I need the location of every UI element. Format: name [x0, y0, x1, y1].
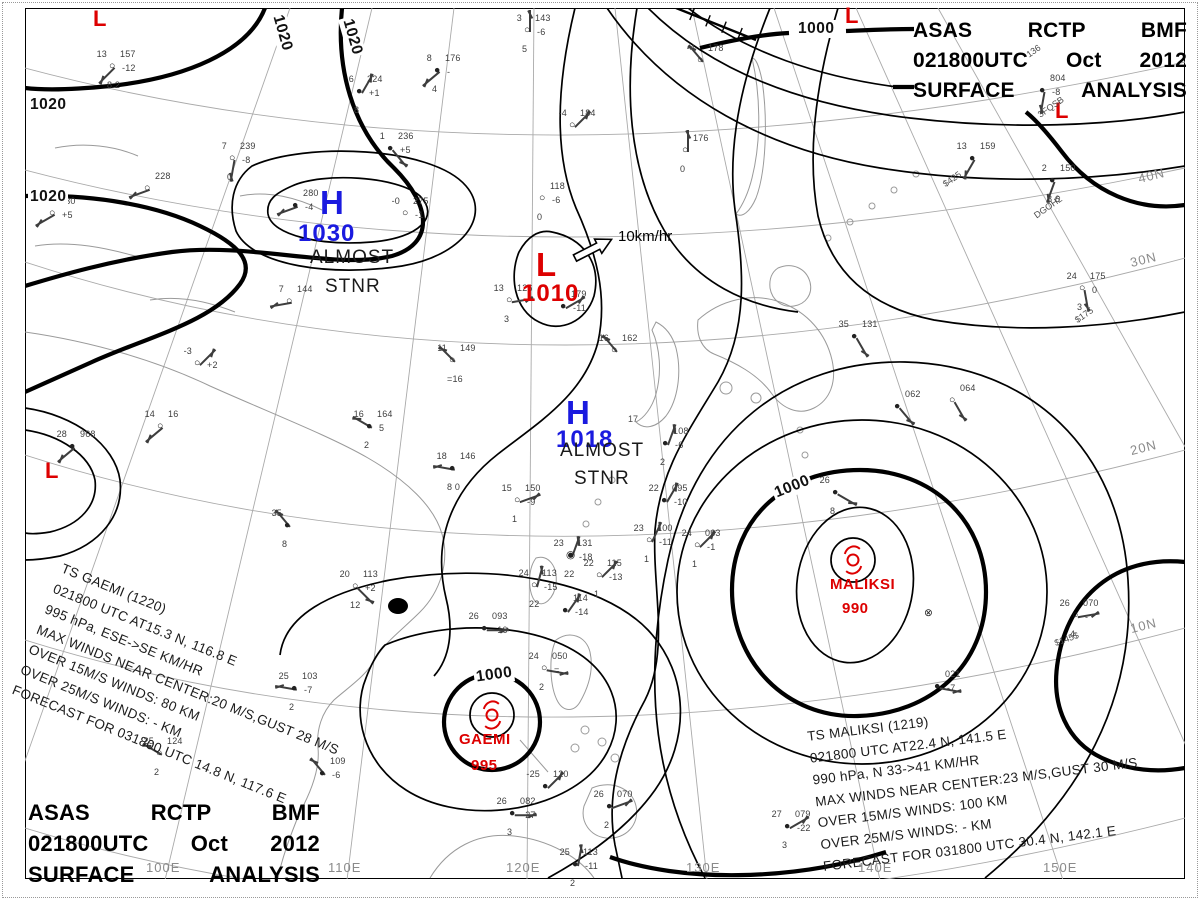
storm-name-label: MALIKSI [830, 576, 896, 593]
station-annotation: 17 [628, 414, 639, 424]
low-pressure-L-marker: L [93, 6, 107, 31]
longitude-label: 140E [858, 860, 893, 875]
station-annotation: $425 [940, 169, 964, 189]
longitude-label: 150E [1043, 860, 1078, 875]
storm-name-label: GAEMI [459, 731, 511, 748]
latitude-label: 30N [1128, 248, 1159, 271]
low-pressure-L-marker: L [45, 458, 59, 483]
low-center-letter: L [536, 246, 557, 283]
title-top-right: ASAS RCTP BMF 021800UTC Oct 2012 SURFACE… [913, 16, 1187, 105]
isobar-value-label: 1000 [796, 20, 837, 38]
title-line: SURFACE ANALYSIS [913, 78, 1187, 102]
tropical-storm-icon [482, 700, 502, 730]
graticule [25, 8, 1185, 879]
longitude-label: 100E [146, 860, 181, 875]
map-frame [25, 8, 1185, 879]
almost-stnr-label: ALMOST [560, 440, 645, 461]
high-center-letter: H [320, 184, 344, 221]
coastlines [25, 57, 920, 879]
storm-pressure-label: 990 [842, 600, 869, 617]
almost-stnr-label: STNR [574, 468, 630, 489]
longitude-label: 130E [686, 860, 721, 875]
almost-stnr-label: STNR [325, 276, 381, 297]
latitude-label: 20N [1128, 436, 1159, 459]
latitude-label: 10N [1128, 614, 1159, 637]
title-line: ASAS RCTP BMF [28, 800, 320, 825]
isobar-value-label: 1020 [268, 11, 297, 55]
title-line: 021800UTC Oct 2012 [913, 48, 1187, 72]
isobar-value-label: 1020 [28, 96, 69, 114]
high-center-letter: H [566, 394, 590, 431]
title-line: ASAS RCTP BMF [913, 19, 1187, 42]
storm-motion-speed-label: 10km/hr [618, 228, 673, 245]
station-annotation: DGOH2 [1032, 193, 1064, 221]
motion-arrow-icon [572, 238, 614, 263]
longitude-label: 110E [328, 860, 362, 875]
tropical-storm-icon [843, 545, 863, 575]
pressure-center-value: 1030 [298, 220, 356, 247]
isobar-value-label: 1000 [472, 663, 516, 687]
title-line: SURFACE ANALYSIS [28, 862, 320, 888]
storm-pressure-label: 995 [471, 757, 498, 774]
isobar-value-label: 1020 [28, 188, 69, 206]
station-annotation: $175 [1072, 305, 1096, 325]
low-pressure-L-marker: L [845, 3, 859, 28]
title-line: 021800UTC Oct 2012 [28, 831, 320, 857]
isobars [25, 8, 1185, 879]
station-annotation: $145$ [1053, 630, 1080, 648]
low-pressure-L-marker: L [1055, 98, 1069, 123]
longitude-label: 120E [506, 860, 541, 875]
latitude-label: 40N [1136, 164, 1167, 187]
isobar-value-label: 1000 [770, 471, 815, 503]
isobar-value-label: 1020 [338, 15, 367, 59]
storm-info-block: TS GAEMI (1220) 021800 UTC AT15.3 N, 116.… [9, 558, 367, 821]
pressure-center-value: 1018 [556, 426, 614, 453]
almost-stnr-label: ALMOST [310, 247, 395, 268]
title-bottom-left: ASAS RCTP BMF 021800UTC Oct 2012 SURFACE… [28, 797, 320, 891]
pressure-center-value: 1010 [522, 280, 580, 307]
storm-info-block: TS MALIKSI (1219) 021800 UTC AT22.4 N, 14… [806, 686, 1147, 877]
trough-hatch-line [675, 8, 757, 42]
